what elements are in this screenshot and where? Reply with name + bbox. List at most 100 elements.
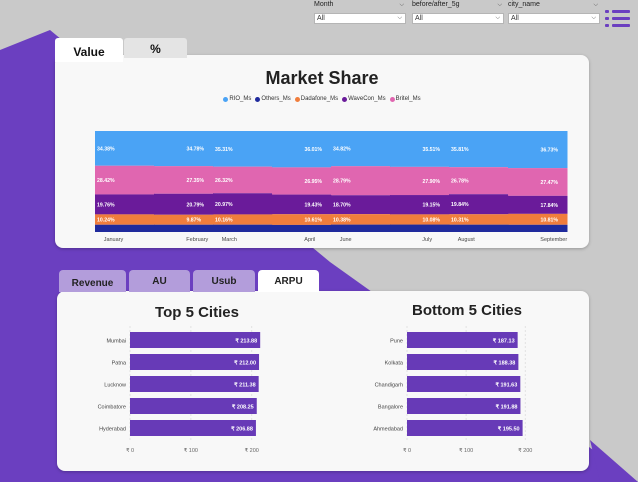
- market-share-title: Market Share: [265, 68, 379, 88]
- filter-month: Month ⌵ All ⌵: [314, 0, 406, 24]
- city-label: Bangalore: [378, 405, 403, 411]
- legend-item-britel[interactable]: Britel_Ms: [389, 96, 421, 102]
- bar-value-label: ₹ 187.13: [493, 338, 515, 345]
- filter-city-name: city_name ⌵ All ⌵: [508, 0, 600, 24]
- bar-value-label: ₹ 195.50: [498, 426, 520, 433]
- market-share-chart: 34.38% 28.42% 19.76% 10.24% January February 3…: [95, 131, 568, 243]
- legend-item-others[interactable]: Others_Ms: [255, 96, 291, 102]
- bar-segment-rio_ms: [95, 131, 155, 166]
- bar-segment-britel_ms: [449, 167, 509, 195]
- filter-city-select[interactable]: All ⌵: [508, 13, 600, 24]
- city-bar: [407, 376, 521, 392]
- data-label: 35.51%: [422, 147, 440, 153]
- data-label: 10.61%: [304, 218, 322, 224]
- bar-segment-others_ms: [449, 224, 509, 232]
- tab-percent[interactable]: %: [124, 38, 187, 58]
- filter-month-label: Month ⌵: [314, 1, 404, 8]
- legend-item-dadafone[interactable]: Dadafone_Ms: [294, 96, 338, 102]
- bar-segment-dadafone_ms: [213, 214, 273, 225]
- bar-segment-britel_ms: [213, 166, 273, 194]
- chevron-down-icon: ⌵: [397, 15, 402, 21]
- chevron-down-icon[interactable]: ⌵: [399, 2, 404, 8]
- bar-segment-britel_ms: [331, 166, 391, 196]
- tab-usub[interactable]: Usub: [193, 270, 255, 292]
- bar-segment-dadafone_ms: [331, 214, 391, 225]
- bottom-cities-title: Bottom 5 Cities: [411, 302, 522, 319]
- tab-au[interactable]: AU: [129, 270, 190, 292]
- x-tick-label: January: [104, 237, 124, 243]
- data-label: 10.38%: [333, 217, 351, 223]
- bar-value-label: ₹ 211.38: [234, 382, 256, 389]
- city-label: Ahmedabad: [373, 427, 403, 433]
- data-label: 19.15%: [422, 203, 440, 209]
- bar-segment-dadafone_ms: [95, 214, 155, 225]
- city-bar: [407, 420, 523, 436]
- x-tick-label: ₹ 200: [245, 447, 259, 454]
- legend-dot-icon: [223, 96, 229, 102]
- bar-segment-others_ms: [272, 224, 332, 232]
- bar-value-label: ₹ 188.38: [494, 360, 516, 367]
- bar-segment-britel_ms: [508, 168, 568, 196]
- city-label: Chandigarh: [375, 383, 403, 389]
- city-label: Hyderabad: [99, 427, 126, 433]
- tab-value[interactable]: Value: [55, 38, 123, 62]
- bar-segment-wavecon_ms: [95, 194, 155, 215]
- data-label: 9.87%: [186, 218, 201, 224]
- cities-card: Top 5 Cities Bottom 5 Cities ₹ 0 ₹ 100 ₹ 2…: [57, 291, 589, 471]
- data-label: 27.35%: [186, 178, 204, 184]
- city-bar: [130, 398, 257, 414]
- city-bar: [130, 376, 259, 392]
- city-bar: [130, 332, 261, 348]
- bar-segment-dadafone_ms: [390, 214, 450, 225]
- city-label: Mumbai: [106, 339, 126, 345]
- city-label: Coimbatore: [98, 405, 126, 411]
- tab-revenue[interactable]: Revenue: [59, 270, 126, 292]
- bar-segment-rio_ms: [272, 131, 332, 168]
- cities-charts: ₹ 0 ₹ 100 ₹ 200 Mumbai ₹ 213.88 Patna ₹ 212.00…: [98, 326, 532, 454]
- bar-segment-others_ms: [95, 224, 155, 232]
- bar-segment-wavecon_ms: [508, 195, 568, 214]
- bar-segment-dadafone_ms: [508, 213, 568, 225]
- data-label: 18.70%: [333, 203, 351, 209]
- filter-before-after-5g: before/after_5g ⌵ All ⌵: [412, 0, 504, 24]
- city-label: Lucknow: [104, 383, 126, 389]
- legend-dot-icon: [294, 96, 300, 102]
- bar-segment-britel_ms: [272, 167, 332, 195]
- chevron-down-icon[interactable]: ⌵: [593, 2, 598, 8]
- legend-item-rio[interactable]: RIO_Ms: [223, 96, 251, 102]
- filter-5g-label: before/after_5g ⌵: [412, 1, 502, 8]
- data-label: 19.84%: [451, 202, 469, 208]
- x-tick-label: ₹ 0: [403, 447, 411, 454]
- data-label: 26.95%: [304, 179, 322, 185]
- bar-segment-others_ms: [154, 224, 214, 232]
- bar-segment-dadafone_ms: [272, 214, 332, 225]
- x-tick-label: July: [422, 237, 432, 243]
- hamburger-menu-icon[interactable]: [605, 9, 631, 29]
- bar-segment-wavecon_ms: [213, 193, 273, 215]
- bar-segment-wavecon_ms: [449, 194, 509, 215]
- data-label: 10.31%: [451, 217, 469, 223]
- bar-segment-dadafone_ms: [449, 214, 509, 225]
- bar-segment-others_ms: [213, 224, 273, 232]
- legend-item-wavecon[interactable]: WaveCon_Ms: [342, 96, 386, 102]
- city-bar: [407, 332, 518, 348]
- x-tick-label: ₹ 0: [126, 447, 134, 454]
- filter-month-select[interactable]: All ⌵: [314, 13, 406, 24]
- chevron-down-icon: ⌵: [591, 15, 596, 21]
- x-tick-label: ₹ 100: [184, 447, 198, 454]
- tab-arpu[interactable]: ARPU: [258, 270, 319, 292]
- bar-segment-rio_ms: [213, 131, 273, 167]
- data-label: 20.79%: [186, 202, 204, 208]
- bar-segment-wavecon_ms: [390, 195, 450, 215]
- filter-5g-select[interactable]: All ⌵: [412, 13, 504, 24]
- bar-segment-rio_ms: [449, 131, 509, 168]
- data-label: 26.78%: [451, 179, 469, 185]
- chevron-down-icon[interactable]: ⌵: [497, 2, 502, 8]
- data-label: 36.73%: [540, 148, 558, 154]
- bar-value-label: ₹ 213.88: [235, 338, 257, 345]
- data-label: 36.01%: [304, 147, 322, 153]
- bar-value-label: ₹ 191.88: [496, 404, 518, 411]
- bar-segment-wavecon_ms: [331, 195, 391, 215]
- bar-segment-britel_ms: [154, 166, 214, 194]
- bar-segment-others_ms: [508, 224, 568, 232]
